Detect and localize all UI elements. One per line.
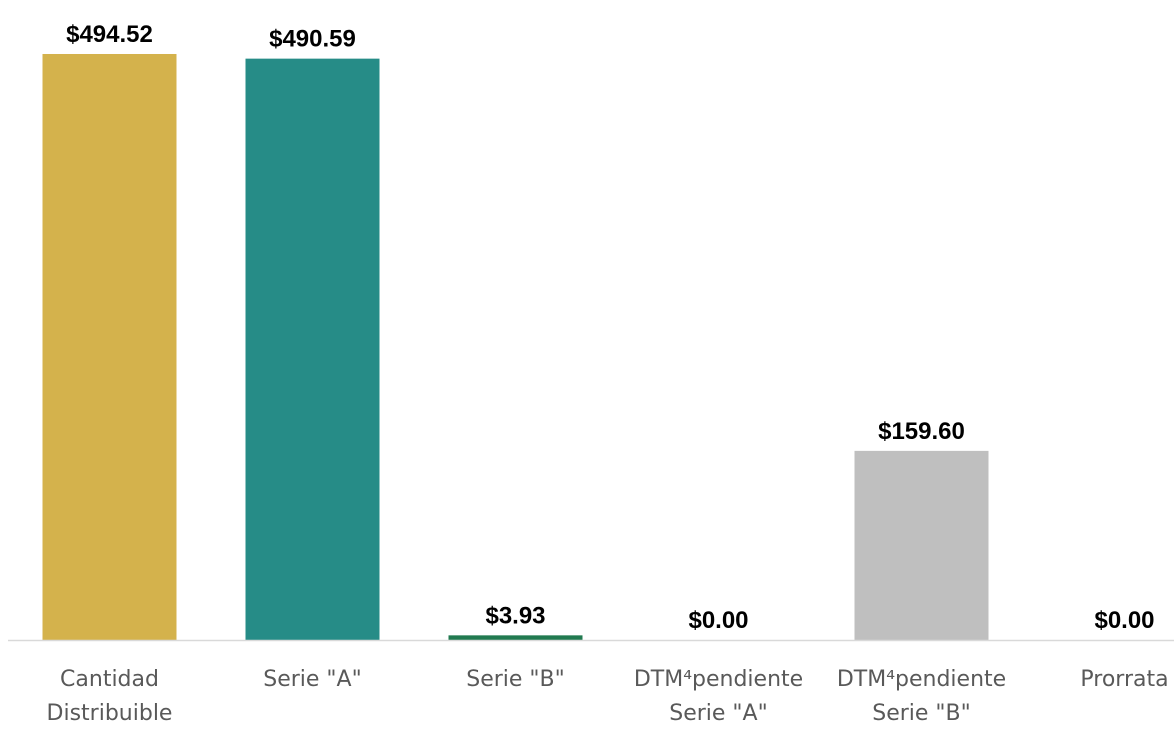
x-tick-label: Prorrata: [1080, 667, 1169, 692]
bar: [448, 635, 583, 640]
bar: [42, 53, 177, 641]
value-label: $0.00: [1094, 607, 1154, 634]
x-tick-label: Serie "B": [466, 667, 565, 692]
bar: [245, 58, 380, 640]
value-label: $494.52: [66, 21, 153, 48]
value-label: $159.60: [878, 418, 965, 445]
x-tick-label: DTM⁴pendiente Serie "A": [633, 667, 804, 726]
value-label: $0.00: [688, 607, 748, 634]
value-label: $490.59: [269, 26, 356, 53]
x-tick-label: Serie "A": [263, 667, 362, 692]
value-label: $3.93: [485, 602, 545, 629]
bar: [854, 450, 989, 640]
x-tick-label: Cantidad Distribuible: [46, 667, 173, 726]
x-tick-label: DTM⁴pendiente Serie "B": [836, 667, 1007, 726]
